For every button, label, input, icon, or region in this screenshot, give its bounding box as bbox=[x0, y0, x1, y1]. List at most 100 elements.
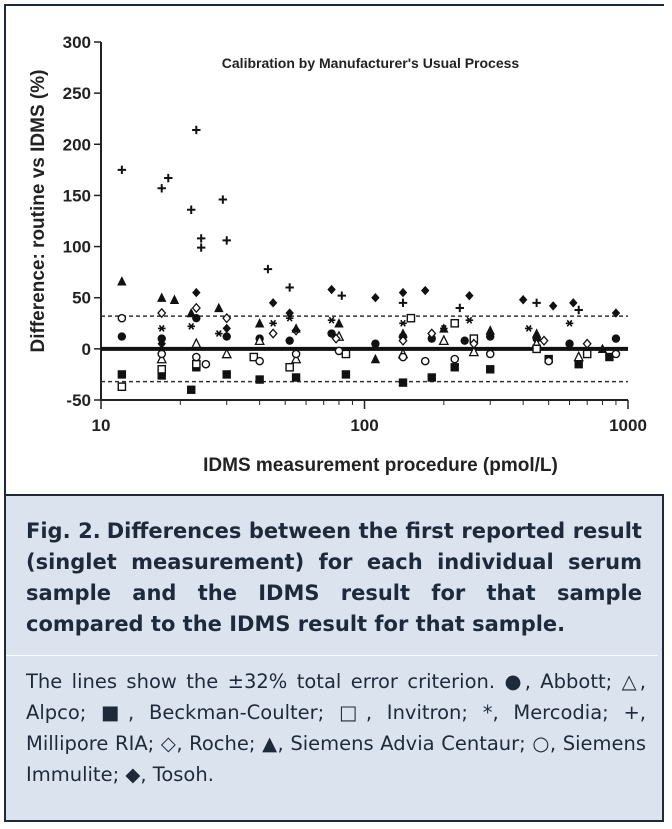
data-point-beckman-coulter bbox=[486, 365, 495, 374]
data-point-siemens-advia-centaur bbox=[597, 343, 608, 354]
y-tick-label: 250 bbox=[63, 84, 91, 103]
data-point-millipore-ria bbox=[574, 305, 583, 315]
caption-body: The lines show the ±32% total error crit… bbox=[26, 670, 646, 786]
data-point-siemens-advia-centaur bbox=[370, 353, 381, 364]
data-point-mercodia bbox=[157, 324, 166, 332]
data-point-millipore-ria bbox=[196, 234, 206, 243]
data-point-beckman-coulter bbox=[291, 373, 301, 382]
data-point-abbott bbox=[371, 339, 380, 348]
data-point-roche bbox=[539, 335, 549, 346]
data-point-millipore-ria bbox=[187, 205, 196, 214]
data-point-beckman-coulter bbox=[398, 378, 408, 387]
x-tick-label: 10 bbox=[92, 416, 111, 435]
data-point-millipore-ria bbox=[218, 195, 228, 204]
data-point-millipore-ria bbox=[157, 184, 166, 193]
data-point-siemens-immulite bbox=[398, 352, 408, 362]
data-point-tosoh bbox=[285, 308, 294, 318]
data-point-millipore-ria bbox=[222, 236, 231, 245]
figure-caption: Fig. 2. Differences between the first rep… bbox=[6, 494, 662, 820]
data-point-roche bbox=[191, 302, 201, 314]
data-point-alpco bbox=[573, 350, 584, 362]
data-point-invitron bbox=[192, 359, 201, 369]
y-axis-title: Difference: routine vs IDMS (%) bbox=[28, 70, 49, 353]
data-point-siemens-advia-centaur bbox=[157, 292, 167, 302]
data-point-siemens-advia-centaur bbox=[186, 307, 196, 318]
data-point-roche bbox=[222, 312, 232, 324]
data-point-siemens-advia-centaur bbox=[531, 328, 542, 338]
data-point-abbott bbox=[157, 334, 166, 343]
y-tick-label: 300 bbox=[63, 33, 91, 52]
data-point-mercodia bbox=[327, 316, 336, 324]
caption-label: Fig. 2. bbox=[26, 519, 101, 543]
data-point-millipore-ria bbox=[192, 125, 201, 135]
data-point-mercodia bbox=[465, 316, 474, 324]
plot-area: -50 0 50 100 150 200 250 300 10 100 1000 Calibratio… bbox=[6, 6, 666, 494]
chart-title: Calibration by Manufacturer's Usual Proc… bbox=[222, 55, 520, 71]
data-point-mercodia bbox=[285, 314, 294, 322]
data-point-tosoh bbox=[268, 298, 278, 308]
data-point-beckman-coulter bbox=[187, 385, 196, 394]
data-point-siemens-immulite bbox=[201, 359, 211, 369]
data-point-roche bbox=[427, 328, 437, 339]
data-point-invitron bbox=[582, 349, 592, 359]
data-point-tosoh bbox=[569, 298, 578, 308]
data-point-millipore-ria bbox=[117, 165, 127, 175]
figure-frame: -50 0 50 100 150 200 250 300 10 100 1000 Calibratio… bbox=[4, 4, 666, 822]
data-point-mercodia bbox=[187, 322, 196, 330]
data-point-invitron bbox=[285, 362, 294, 372]
data-point-siemens-advia-centaur bbox=[334, 318, 344, 328]
data-point-beckman-coulter bbox=[117, 370, 127, 379]
x-axis-title: IDMS measurement procedure (pmol/L) bbox=[203, 455, 558, 476]
data-point-millipore-ria bbox=[337, 291, 346, 300]
data-point-abbott bbox=[327, 329, 336, 338]
x-tick-label: 1000 bbox=[609, 416, 647, 435]
data-point-invitron bbox=[157, 365, 167, 374]
data-point-roche bbox=[331, 333, 341, 344]
data-point-roche bbox=[469, 338, 479, 349]
data-point-beckman-coulter bbox=[450, 363, 459, 372]
data-point-millipore-ria bbox=[532, 298, 541, 308]
data-point-siemens-advia-centaur bbox=[398, 328, 408, 338]
y-tick-label: 200 bbox=[63, 135, 91, 154]
data-point-millipore-ria bbox=[455, 303, 465, 313]
data-point-beckman-coulter bbox=[427, 373, 436, 382]
data-point-mercodia bbox=[269, 319, 277, 327]
data-point-tosoh bbox=[157, 339, 166, 349]
data-point-siemens-immulite bbox=[157, 349, 167, 359]
data-point-siemens-immulite bbox=[611, 349, 621, 359]
data-point-tosoh bbox=[327, 284, 336, 295]
data-point-alpco bbox=[468, 345, 480, 357]
data-point-tosoh bbox=[518, 295, 528, 305]
data-point-siemens-advia-centaur bbox=[117, 276, 127, 286]
data-point-millipore-ria bbox=[263, 264, 273, 274]
data-point-roche bbox=[157, 307, 167, 319]
data-point-millipore-ria bbox=[285, 283, 294, 292]
data-point-tosoh bbox=[548, 301, 558, 311]
data-point-tosoh bbox=[192, 287, 201, 298]
data-point-invitron bbox=[117, 382, 127, 392]
data-point-abbott bbox=[285, 336, 294, 345]
data-point-tosoh bbox=[371, 293, 380, 303]
caption-title-text: Differences between the first reported r… bbox=[26, 519, 642, 636]
data-point-tosoh bbox=[611, 308, 621, 318]
data-point-abbott bbox=[117, 332, 127, 341]
data-point-invitron bbox=[341, 349, 351, 359]
data-point-siemens-advia-centaur bbox=[291, 323, 301, 333]
data-point-alpco bbox=[438, 334, 450, 346]
data-point-invitron bbox=[406, 313, 416, 323]
data-point-mercodia bbox=[524, 324, 533, 332]
data-point-alpco bbox=[254, 334, 265, 346]
data-point-siemens-immulite bbox=[420, 356, 430, 366]
data-point-abbott bbox=[460, 336, 469, 345]
data-point-tosoh bbox=[465, 290, 474, 301]
y-tick-label: 50 bbox=[72, 289, 91, 308]
data-point-abbott bbox=[611, 334, 621, 343]
y-tick-label: 0 bbox=[82, 340, 91, 359]
data-point-mercodia bbox=[215, 330, 223, 338]
data-point-siemens-immulite bbox=[255, 356, 264, 366]
data-point-alpco bbox=[191, 337, 202, 349]
data-point-mercodia bbox=[565, 319, 574, 327]
data-point-alpco bbox=[221, 347, 232, 359]
data-point-roche bbox=[268, 328, 278, 339]
y-tick-label: 100 bbox=[63, 238, 91, 257]
